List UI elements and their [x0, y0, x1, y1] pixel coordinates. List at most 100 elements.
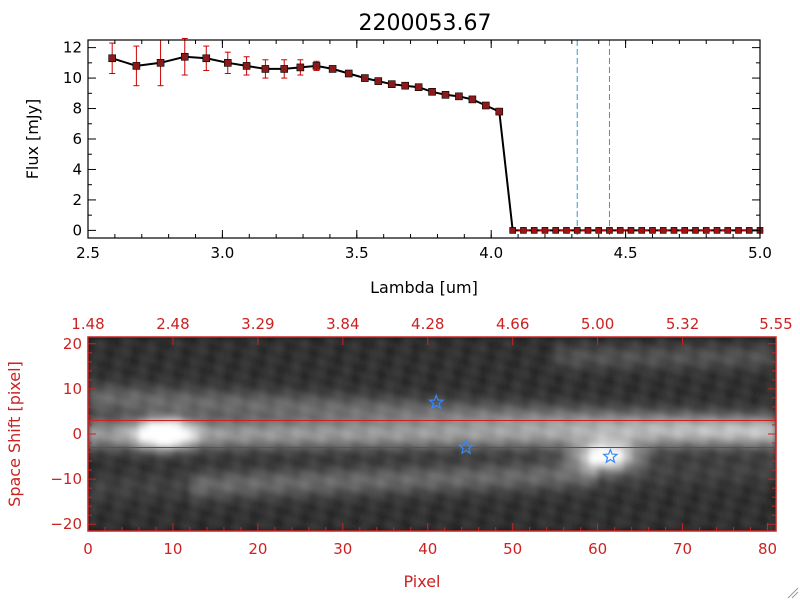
image-cell [113, 355, 123, 361]
image-cell [555, 499, 565, 505]
image-cell [308, 431, 318, 437]
image-cell [198, 503, 208, 510]
image-cell [512, 481, 522, 487]
image-cell [716, 364, 726, 370]
image-cell [665, 431, 675, 437]
source-star-icon[interactable] [427, 393, 445, 410]
image-cell [385, 481, 395, 487]
image-cell [665, 454, 675, 460]
image-cell [682, 337, 692, 343]
image-cell [453, 472, 463, 478]
image-cell [436, 409, 446, 415]
image-cell [342, 458, 352, 464]
image-cell [232, 454, 242, 460]
image-cell [742, 476, 752, 482]
image-cell [334, 341, 344, 347]
image-cell [325, 508, 335, 514]
image-cell [393, 337, 403, 343]
image-cell [376, 503, 386, 510]
image-cell [351, 404, 361, 410]
image-cell [274, 395, 284, 401]
image-cell [495, 337, 505, 343]
image-cell [750, 404, 760, 410]
image-cell [96, 337, 106, 343]
image-cell [640, 337, 650, 343]
image-cell [291, 481, 301, 487]
image-cell [300, 458, 310, 464]
image-cell [121, 503, 132, 510]
image-cell [317, 337, 327, 343]
x-tick-label: 3.0 [210, 244, 234, 262]
source-star-icon[interactable] [457, 438, 475, 455]
image-cell [181, 490, 191, 496]
image-cell [597, 382, 607, 388]
image-cell [546, 341, 556, 347]
resize-grip-icon[interactable] [787, 587, 799, 599]
image-cell [623, 454, 633, 460]
image-cell [512, 449, 522, 455]
image-cell [606, 382, 616, 388]
image-cell [206, 517, 216, 523]
image-cell [368, 413, 378, 419]
image-cell [725, 458, 735, 464]
image-cell [147, 436, 157, 442]
image-cell [351, 472, 361, 478]
image-cell [614, 382, 624, 388]
image-cell [257, 386, 267, 392]
image-cell [572, 409, 582, 415]
image-cell [96, 431, 106, 437]
image-cell [172, 481, 183, 487]
image-cell [317, 422, 327, 428]
image-cell [682, 431, 692, 437]
image-cell [759, 526, 769, 531]
image-cell [750, 458, 760, 464]
image-cell [495, 467, 505, 473]
image-cell [393, 499, 403, 505]
image-cell [206, 413, 216, 419]
image-cell [699, 391, 709, 397]
image-cell [104, 382, 115, 388]
image-cell [538, 427, 548, 433]
image-cell [580, 458, 590, 464]
image-cell [495, 517, 505, 523]
image-cell [402, 472, 412, 478]
source-star-icon[interactable] [602, 447, 619, 464]
image-cell [759, 503, 769, 510]
image-cell [529, 346, 539, 352]
image-cell [478, 373, 488, 379]
image-cell [699, 494, 709, 501]
image-cell [555, 449, 565, 455]
image-cell [342, 400, 352, 406]
image-cell [589, 400, 599, 406]
image-cell [266, 431, 276, 437]
image-cell [223, 368, 233, 374]
image-cell [427, 431, 437, 437]
image-cell [283, 400, 293, 406]
image-cell [172, 472, 183, 478]
image-cell [674, 481, 684, 487]
image-cell [385, 359, 395, 365]
image-cell [206, 427, 216, 433]
image-cell [359, 472, 369, 478]
image-cell [172, 508, 183, 514]
image-cell [351, 346, 361, 352]
image-cell [206, 463, 216, 469]
image-cell [215, 391, 225, 397]
image-cell [138, 436, 149, 442]
image-cell [138, 521, 149, 528]
image-cell [334, 512, 344, 519]
image-cell [342, 341, 352, 347]
image-cell [512, 517, 522, 523]
image-cell [521, 517, 531, 523]
image-cell [657, 440, 667, 446]
image-cell [393, 373, 403, 379]
image-cell [240, 346, 250, 352]
image-cell [325, 440, 335, 446]
image-cell [750, 395, 760, 401]
image-cell [385, 422, 395, 428]
image-cell [283, 508, 293, 514]
image-cell [444, 382, 454, 388]
image-cell [614, 472, 624, 478]
image-cell [147, 364, 157, 370]
